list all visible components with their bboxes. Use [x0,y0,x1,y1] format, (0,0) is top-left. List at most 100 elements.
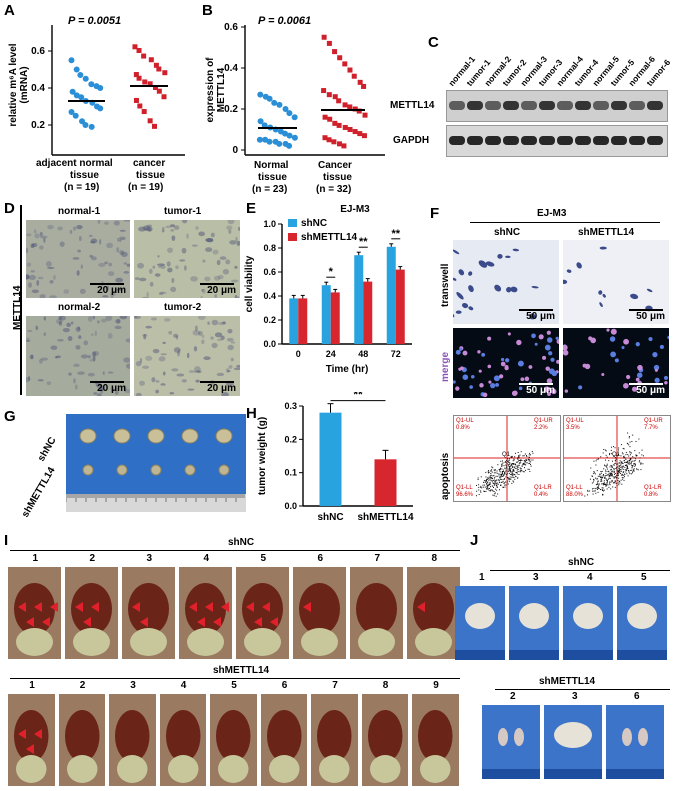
a-point-cancer [153,62,159,68]
e-xtick-label: 24 [326,349,336,359]
blot-band [503,136,519,145]
metastasis-arrow [140,617,148,627]
b-point-cancer [332,120,338,126]
b-point-normal [271,99,278,106]
b-point-cancer [337,141,343,147]
b-point-normal [261,122,268,129]
mouse-number: 2 [89,553,96,564]
q-ul: Q1-UL [566,418,584,424]
a-point-normal [78,94,85,101]
panel-label-j: J [470,532,479,549]
metastasis-arrow [18,602,26,612]
a-point-cancer [156,88,162,94]
b-point-normal [276,140,283,147]
metastasis-arrow [34,729,42,739]
panel-b-ylabel: expression of METTL14 [205,35,227,145]
panel-label-i: I [4,532,9,549]
mouse-photo [179,567,232,659]
h-ytick-label: 0.2 [284,434,297,444]
a-point-cancer [141,53,147,59]
mouse-photo [407,567,460,659]
bladder-photo [455,586,505,660]
a-point-cancer [141,109,147,115]
blot-band [485,101,501,110]
bladder-photo [509,586,559,660]
e-ytick-label: 0.4 [263,291,276,301]
mouse-photo [361,694,408,786]
h-ylabel: tumor weight (g) [257,417,268,495]
panel-a-pvalue: P = 0.0051 [68,15,121,27]
bladder-photo [482,705,540,779]
tumor-photo [65,414,246,512]
e-bar-shMETTL14 [298,298,308,344]
metastasis-arrow [303,602,311,612]
b-point-cancer [337,55,343,61]
mouse-number: 5 [260,553,267,564]
bladder-photo [563,586,613,660]
metastasis-arrow [132,602,140,612]
a-point-normal [77,72,84,79]
g-row-shmettl14: shMETTL14 [20,465,58,520]
q-lr: Q1-LR [534,485,552,491]
q-ll-val: 88.0% [566,492,584,498]
bladder-photo [544,705,602,779]
flow-plot-shmettl14: Q1-UL 3.5% Q1-UR 7.7% Q1 Q1-LL 88.0% Q1-… [563,415,671,502]
h-bar-shMETTL14 [374,459,397,506]
mouse-photo [293,567,346,659]
blot-band [629,136,645,145]
q-ur: Q1-UR [644,418,663,424]
b-point-cancer [342,124,348,130]
ihc-image-tumor-1: 20 μm [134,218,242,300]
metastasis-arrow [83,617,91,627]
b-point-normal [266,95,273,102]
blot-band [521,136,537,145]
a-point-cancer [162,70,168,76]
panel-label-h: H [246,405,257,422]
q-center: Q1 [502,452,511,458]
metastasis-arrow [254,617,262,627]
metastasis-arrow [270,617,278,627]
metastasis-arrow [50,602,58,612]
h-significance: ** [353,392,363,402]
a-ytick-2: 0.6 [31,46,45,57]
b-point-normal [286,132,293,139]
e-significance: ** [359,236,368,248]
b-group-1-name: Normal [254,160,289,171]
mouse-number: 1 [32,553,39,564]
i-top-row: 1 2 3 4 5 6 7 8 [8,553,463,663]
b-point-cancer [331,139,337,145]
mouse-number: 2 [79,680,86,691]
b-ytick-0: 0 [232,145,238,156]
ihc-image-tumor-2: 20 μm [133,314,242,398]
b-point-cancer [326,92,332,98]
transwell-image-shnc: 50 μm [340,155,559,360]
panel-label-d: D [4,200,15,217]
bladder-number: 5 [641,572,647,583]
e-legend-swatch [288,233,297,241]
i-bottom-title: shMETTL14 [213,665,270,676]
merge-image-shmettl14: 50 μm [561,328,671,398]
b-point-normal [257,91,264,98]
q-ul: Q1-UL [456,418,474,424]
panel-b-scatter: P = 0.0061 0 0.2 0.4 0.6 [224,15,385,156]
blot-band [611,136,627,145]
f-title: EJ-M3 [537,208,567,219]
b-ytick-3: 0.6 [224,22,238,33]
mouse-photo [412,694,459,786]
mouse-photo [8,567,61,659]
a-point-normal [97,105,104,112]
mouse-photo [159,694,206,786]
scale-label: 20 μm [97,285,126,296]
e-bar-shMETTL14 [395,269,405,344]
b-point-cancer [361,83,367,89]
flow-plot-shnc: Q1-UL 0.8% Q1-UR 2.2% Q1 Q1-LL 96.6% Q1-… [453,415,561,502]
panel-label-a: A [4,2,15,19]
g-row-shnc: shNC [36,435,59,464]
panel-a-scatter: P = 0.0051 0.2 0.4 0.6 [31,15,185,156]
b-group-1-sub: tissue [258,172,287,183]
d-title-tumor-1: tumor-1 [164,206,202,217]
bladder-number: 3 [533,572,539,583]
f-title-rule [470,222,660,223]
d-title-tumor-2: tumor-2 [164,302,202,313]
blot-mettl14 [446,90,668,122]
